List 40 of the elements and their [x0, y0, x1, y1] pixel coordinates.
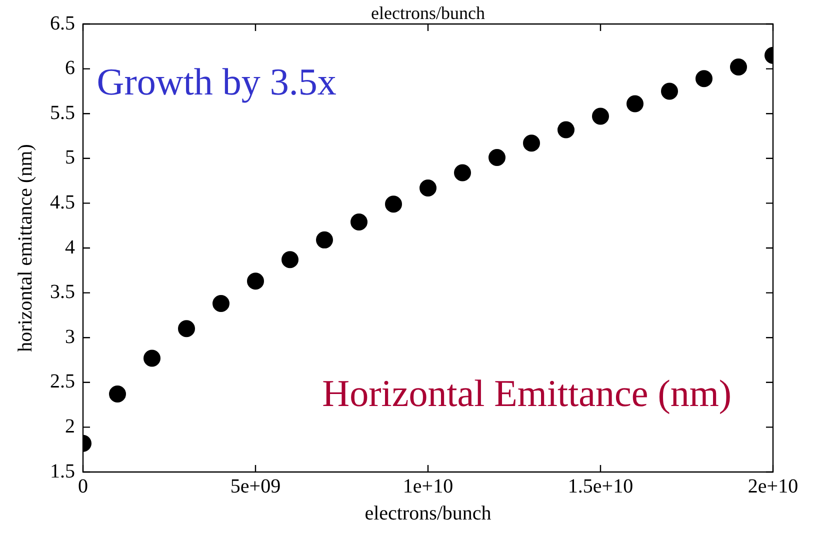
x-tick-label: 1e+10 — [402, 475, 454, 498]
point — [385, 196, 402, 213]
x-axis-title: electrons/bunch — [364, 502, 492, 524]
point — [488, 149, 506, 166]
point — [316, 231, 333, 248]
y-tick-label: 1.5 — [50, 460, 75, 482]
point — [144, 350, 160, 367]
annotation: Growth by 3.5x — [96, 61, 336, 104]
y-axis-title: horizontal emittance (nm) — [14, 144, 36, 352]
point — [282, 251, 298, 268]
x-tick-label: 2e+10 — [748, 475, 798, 498]
point — [350, 214, 368, 231]
point — [178, 320, 195, 338]
point — [626, 95, 644, 112]
point — [592, 108, 609, 125]
x-tick-label: 0 — [78, 475, 88, 498]
y-tick-label: 3.5 — [50, 281, 75, 304]
point — [730, 58, 747, 76]
y-tick-label: 3 — [65, 326, 75, 348]
x-tick-label: 5e+09 — [230, 475, 281, 498]
point — [696, 70, 712, 88]
y-tick-label: 5 — [65, 146, 75, 169]
y-tick-label: 2.5 — [50, 370, 75, 393]
y-tick-label: 4.5 — [50, 191, 75, 214]
annotation: Horizontal Emittance (nm) — [322, 372, 732, 415]
point — [420, 179, 436, 196]
y-tick-label: 4 — [65, 236, 75, 258]
point — [661, 82, 678, 100]
y-tick-label: 6 — [65, 57, 75, 80]
y-tick-label: 5.5 — [50, 102, 75, 124]
text: electrons/bunch — [371, 2, 485, 23]
y-tick-label: 6.5 — [50, 12, 75, 34]
point — [212, 295, 230, 312]
point — [247, 272, 264, 290]
y-tick-label: 2 — [65, 415, 75, 438]
point — [558, 121, 574, 138]
point — [454, 164, 471, 182]
point — [109, 386, 126, 403]
x-tick-label: 1.5e+10 — [568, 475, 634, 498]
point — [523, 134, 540, 152]
